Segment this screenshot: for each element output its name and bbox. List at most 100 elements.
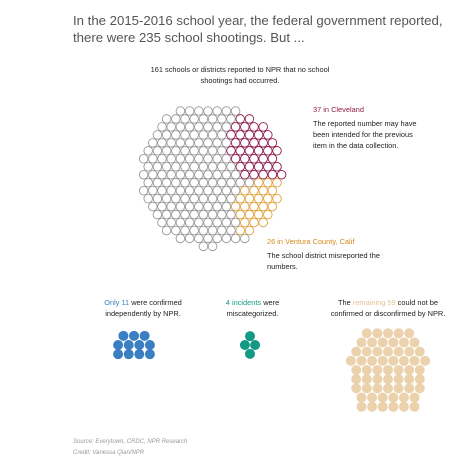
remaining-dot <box>404 365 415 375</box>
no-shooting-dot <box>171 161 181 172</box>
no-shooting-dot <box>157 138 167 148</box>
no-shooting-dot <box>161 146 172 156</box>
remaining-dot <box>404 328 415 339</box>
no-shooting-dot <box>198 146 209 156</box>
no-shooting-dot <box>203 233 213 244</box>
no-shooting-dot <box>230 233 241 244</box>
no-shooting-dot <box>171 146 181 156</box>
no-shooting-dot <box>194 217 204 228</box>
no-shooting-dot <box>203 169 213 180</box>
confirmed-dot <box>129 330 139 341</box>
no-shooting-dot <box>221 138 232 148</box>
confirmed-dot <box>118 330 129 341</box>
cleveland-label: 37 in Cleveland <box>313 105 364 114</box>
remaining-dot <box>361 328 372 339</box>
ventura-annotation: 26 in Ventura County, Calif The school d… <box>267 236 387 272</box>
no-shooting-dot <box>212 106 222 116</box>
no-shooting-dot <box>198 161 209 172</box>
no-shooting-dot <box>212 138 222 148</box>
no-shooting-dot <box>221 122 232 132</box>
remaining-dot <box>356 401 367 412</box>
remaining-dot <box>414 383 425 394</box>
no-shooting-dot <box>221 169 232 180</box>
no-shooting-dot <box>166 154 176 164</box>
remaining-dot <box>372 365 383 375</box>
no-shooting-dot <box>184 185 195 196</box>
remaining-dot <box>356 355 367 366</box>
cleveland-dot <box>276 169 287 180</box>
remaining-dot <box>398 392 409 403</box>
cleveland-dot <box>253 130 264 140</box>
remaining-dot <box>388 392 399 403</box>
no-shooting-dot <box>217 130 227 140</box>
cleveland-dot <box>263 161 273 172</box>
remaining-dot <box>383 328 393 339</box>
no-shooting-dot <box>171 130 181 140</box>
no-shooting-dot <box>207 241 218 252</box>
cleveland-dot <box>230 122 241 132</box>
remaining-dot <box>398 355 409 366</box>
miscategorized-annotation: 4 incidents were miscategorized. <box>215 297 290 319</box>
confirmed-dot <box>144 349 155 360</box>
no-shooting-dot <box>226 161 236 172</box>
no-shooting-dot <box>198 241 209 252</box>
confirmed-annotation: Only 11 were confirmed independently by … <box>88 297 198 319</box>
no-shooting-dot <box>212 217 222 228</box>
no-shooting-dot <box>198 114 209 124</box>
remaining-dot <box>377 337 388 348</box>
no-shooting-dot <box>198 225 209 236</box>
remaining-dot <box>409 337 420 348</box>
no-shooting-dot <box>203 185 213 196</box>
miscategorized-dot <box>250 340 261 350</box>
ventura-dot <box>258 185 268 196</box>
no-shooting-dot <box>175 154 186 164</box>
no-shooting-dot <box>171 193 181 204</box>
no-shooting-dot <box>189 130 199 140</box>
no-shooting-dot <box>194 106 204 116</box>
cleveland-dot <box>272 161 282 172</box>
no-shooting-dot <box>152 130 163 140</box>
cleveland-dot <box>249 122 259 132</box>
no-shooting-dot <box>226 193 236 204</box>
ventura-dot <box>240 201 250 212</box>
remaining-dot <box>409 401 420 412</box>
no-shooting-dot <box>226 225 236 236</box>
no-shooting-dot <box>221 106 232 116</box>
no-shooting-dot <box>194 138 204 148</box>
ventura-note: The school district misreported the numb… <box>267 251 380 271</box>
cleveland-dot <box>244 130 255 140</box>
cleveland-dot <box>226 146 236 156</box>
no-shooting-dot <box>217 209 227 220</box>
no-shooting-dot <box>143 193 153 204</box>
top-note-text: 161 schools or districts reported to NPR… <box>150 65 330 85</box>
cleveland-dot <box>235 114 245 124</box>
no-shooting-dot <box>157 185 167 196</box>
remaining-dot <box>393 328 404 339</box>
no-shooting-dot <box>175 122 186 132</box>
no-shooting-dot <box>148 138 158 148</box>
no-shooting-dot <box>244 177 255 188</box>
no-shooting-dot <box>175 233 186 244</box>
remaining-dot <box>372 328 383 339</box>
no-shooting-dot <box>207 114 218 124</box>
no-shooting-dot <box>189 209 199 220</box>
no-shooting-dot <box>180 193 190 204</box>
no-shooting-dot <box>152 209 163 220</box>
no-shooting-dot <box>166 138 176 148</box>
no-shooting-dot <box>203 217 213 228</box>
no-shooting-dot <box>212 201 222 212</box>
no-shooting-dot <box>203 154 213 164</box>
remaining-dot <box>388 401 399 412</box>
cleveland-dot <box>235 146 245 156</box>
ventura-dot <box>249 185 259 196</box>
ventura-dot <box>240 185 250 196</box>
ventura-dot <box>258 217 268 228</box>
no-shooting-dot <box>194 201 204 212</box>
remaining-dot <box>383 383 393 394</box>
ventura-dot <box>249 201 259 212</box>
cleveland-dot <box>263 130 273 140</box>
remaining-prefix: The <box>338 298 351 307</box>
no-shooting-dot <box>152 177 163 188</box>
no-shooting-dot <box>171 114 181 124</box>
remaining-dot <box>372 383 383 394</box>
